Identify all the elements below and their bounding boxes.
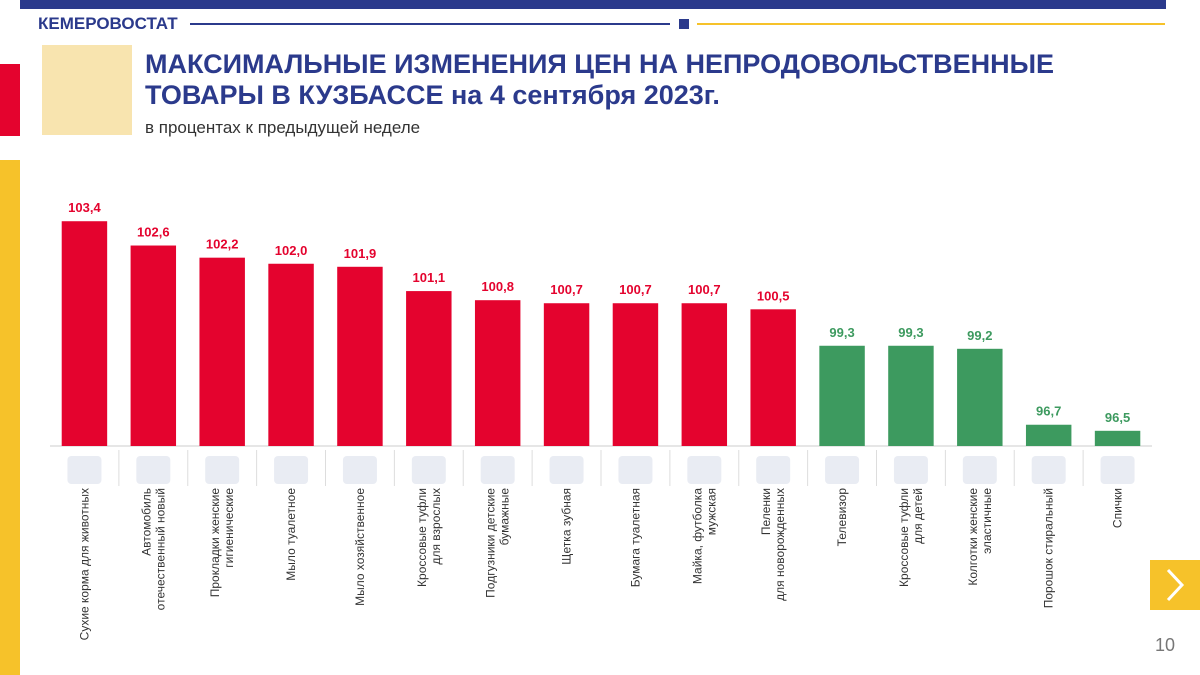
bar xyxy=(130,245,177,446)
icon xyxy=(1100,456,1135,484)
bar xyxy=(1094,430,1141,446)
x-tick-label: Кроссовые туфлидля детей xyxy=(897,488,925,587)
x-tick-label: Майка, футболкамужская xyxy=(690,488,718,584)
page-number: 10 xyxy=(1155,635,1175,655)
bar xyxy=(612,303,659,446)
value-label: 100,7 xyxy=(619,282,652,297)
icon xyxy=(618,456,653,484)
x-tick-label: Щетка зубная xyxy=(560,488,574,565)
x-tick-label: Колготки женскиеэластичные xyxy=(966,488,994,586)
bar xyxy=(199,257,245,446)
icon xyxy=(687,456,722,484)
chart-title: ТОВАРЫ В КУЗБАССЕ на 4 сентября 2023г. xyxy=(145,80,720,110)
bar xyxy=(1025,424,1072,446)
x-tick-label: Прокладки женскиегигиенические xyxy=(208,488,236,598)
header-square xyxy=(679,19,689,29)
top-bar xyxy=(20,0,1166,9)
x-tick-label: Пеленкидля новорожденных xyxy=(759,488,787,601)
value-label: 99,2 xyxy=(967,328,992,343)
bar xyxy=(957,348,1003,446)
icon xyxy=(205,456,240,484)
bar xyxy=(750,309,796,446)
icon xyxy=(274,456,309,484)
icon xyxy=(342,456,377,484)
x-tick-label: Мыло хозяйственное xyxy=(353,488,367,606)
value-label: 102,6 xyxy=(137,225,170,240)
next-button[interactable] xyxy=(1150,560,1200,610)
chart-subtitle: в процентах к предыдущей неделе xyxy=(145,118,420,137)
x-tick-label: Кроссовые туфлидля взрослых xyxy=(415,488,443,587)
x-tick-label: Бумага туалетная xyxy=(628,488,642,587)
icon xyxy=(893,456,928,484)
icon xyxy=(42,45,132,135)
bar xyxy=(819,345,865,446)
bar xyxy=(268,263,314,446)
value-label: 101,9 xyxy=(344,246,377,261)
value-label: 96,5 xyxy=(1105,410,1130,425)
accent xyxy=(0,160,20,675)
x-tick-label: Сухие корма для животных xyxy=(77,488,91,640)
value-label: 102,2 xyxy=(206,237,239,252)
icon xyxy=(549,456,584,484)
bar xyxy=(681,303,728,446)
chart-title: МАКСИМАЛЬНЫЕ ИЗМЕНЕНИЯ ЦЕН НА НЕПРОДОВОЛ… xyxy=(145,49,1054,79)
bar xyxy=(337,266,383,446)
icon xyxy=(825,456,860,484)
value-label: 100,5 xyxy=(757,288,790,303)
icon xyxy=(67,456,102,484)
icon xyxy=(480,456,515,484)
icon xyxy=(962,456,997,484)
x-tick-label: Мыло туалетное xyxy=(284,488,298,581)
bar xyxy=(888,345,934,446)
accent xyxy=(0,64,20,136)
value-label: 100,7 xyxy=(550,282,583,297)
icon xyxy=(1031,456,1066,484)
x-tick-label: Порошок стиральный xyxy=(1042,488,1056,608)
value-label: 101,1 xyxy=(413,270,446,285)
value-label: 99,3 xyxy=(898,325,923,340)
value-label: 100,7 xyxy=(688,282,721,297)
x-tick-label: Подгузники детскиебумажные xyxy=(484,488,512,598)
icon xyxy=(411,456,446,484)
value-label: 96,7 xyxy=(1036,404,1061,419)
value-label: 99,3 xyxy=(829,325,854,340)
org-name: КЕМЕРОВОСТАТ xyxy=(38,14,178,33)
bar xyxy=(474,300,521,446)
x-tick-label: Телевизор xyxy=(835,488,849,547)
value-label: 100,8 xyxy=(481,279,514,294)
icon xyxy=(136,456,171,484)
x-tick-label: Спички xyxy=(1111,488,1125,528)
bar xyxy=(543,303,590,446)
bar xyxy=(61,221,108,446)
next-arrow xyxy=(1166,568,1185,602)
value-label: 103,4 xyxy=(68,200,101,215)
value-label: 102,0 xyxy=(275,243,308,258)
icon xyxy=(756,456,791,484)
x-tick-label: Автомобильотечественный новый xyxy=(139,488,167,610)
bar xyxy=(406,291,452,446)
